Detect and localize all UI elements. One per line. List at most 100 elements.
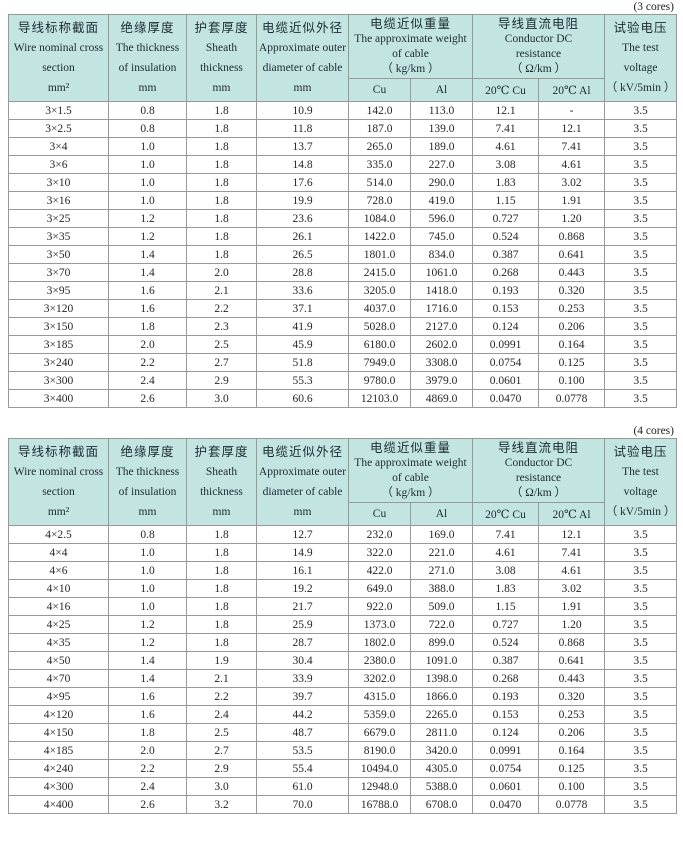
cable-spec-table-3cores: 导线标称截面 Wire nominal cross section mm² 绝缘…: [8, 14, 678, 408]
table-cell: 3.5: [604, 101, 678, 120]
table-cell: 1802.0: [348, 633, 411, 652]
table-cell: 70.0: [256, 795, 349, 814]
table-cell: 3×4: [8, 137, 109, 156]
table-row: 3×70 1.4 2.0 28.8 2415.0 1061.0 0.268 0.443 3.5: [8, 263, 678, 282]
table-cell: 3.02: [537, 173, 606, 192]
table-cell: 0.868: [537, 227, 606, 246]
header-text-en: The thickness: [115, 42, 180, 54]
subheader-weight-al: Al: [410, 502, 473, 526]
table-row: 4×240 2.2 2.9 55.4 10494.0 4305.0 0.0754 0.125 3…: [8, 759, 678, 778]
table-cell: 6180.0: [348, 335, 411, 354]
table-cell: 2.4: [186, 705, 257, 724]
table-cell: 4×10: [8, 579, 109, 598]
table-row: 4×25 1.2 1.8 25.9 1373.0 722.0 0.727 1.20 3.5: [8, 615, 678, 634]
table-cell: 3×2.5: [8, 119, 109, 138]
table-cell: 3.5: [604, 561, 678, 580]
table-cell: 3979.0: [410, 371, 473, 390]
cable-table-section-4cores: (4 cores) 导线标称截面 Wire nominal cross sect…: [8, 425, 678, 814]
header-text-zh: 电缆近似外径: [261, 21, 343, 35]
table-cell: 1.8: [186, 101, 257, 120]
table-cell: 509.0: [410, 597, 473, 616]
table-cell: 3.5: [604, 651, 678, 670]
table-cell: 0.320: [537, 281, 606, 300]
table-cell: 3×400: [8, 389, 109, 408]
table-cell: 1.0: [108, 579, 187, 598]
table-cell: 3.5: [604, 633, 678, 652]
header-test-voltage: 试验电压 The test voltage （ kV/5min ）: [604, 14, 678, 102]
header-text-en: thickness: [200, 62, 243, 74]
table-cell: 3.5: [604, 759, 678, 778]
table-cell: 0.524: [472, 227, 539, 246]
header-text-unit: mm: [212, 506, 231, 518]
table-cell: 1.0: [108, 191, 187, 210]
table-row: 3×2.5 0.8 1.8 11.8 187.0 139.0 7.41 12.1 3.5: [8, 119, 678, 138]
table-cell: 0.443: [537, 669, 606, 688]
table-cell: 33.9: [256, 669, 349, 688]
table-cell: 0.206: [537, 317, 606, 336]
table-cell: 1.6: [108, 281, 187, 300]
header-text-en: of cable: [392, 471, 429, 484]
table-cell: 3.5: [604, 389, 678, 408]
table-cell: 1.4: [108, 651, 187, 670]
header-text-unit: mm²: [47, 82, 70, 94]
table-cell: 3×35: [8, 227, 109, 246]
table-cell: 1.8: [186, 633, 257, 652]
table-cell: 142.0: [348, 101, 411, 120]
table-cell: 0.253: [537, 705, 606, 724]
header-text-unit: mm: [138, 82, 157, 94]
table-cell: 3.5: [604, 191, 678, 210]
table-cell: 0.125: [537, 759, 606, 778]
header-text-unit: （ kg/km ）: [381, 62, 440, 75]
table-cell: 2.4: [108, 777, 187, 796]
header-text-unit: mm: [293, 82, 312, 94]
table-cell: 23.6: [256, 209, 349, 228]
table-cell: 7949.0: [348, 353, 411, 372]
table-cell: 0.206: [537, 723, 606, 742]
table-cell: 1.6: [108, 705, 187, 724]
table-cell: 0.0991: [472, 335, 539, 354]
header-text-en: diameter of cable: [262, 486, 343, 498]
table-cell: 1.8: [186, 209, 257, 228]
table-cell: 3420.0: [410, 741, 473, 760]
header-text-en: The approximate weight: [354, 456, 467, 469]
table-cell: 922.0: [348, 597, 411, 616]
table-cell: 55.3: [256, 371, 349, 390]
header-outer-diameter: 电缆近似外径 Approximate outer diameter of cab…: [256, 14, 349, 102]
table-cell: 3.5: [604, 669, 678, 688]
table-cell: 0.153: [472, 705, 539, 724]
table-cell: 16788.0: [348, 795, 411, 814]
table-cell: 16.1: [256, 561, 349, 580]
table-cell: 1091.0: [410, 651, 473, 670]
table-cell: 0.727: [472, 615, 539, 634]
table-row: 3×10 1.0 1.8 17.6 514.0 290.0 1.83 3.02 3.5: [8, 173, 678, 192]
table-cell: 2.0: [186, 263, 257, 282]
table-cell: 3×240: [8, 353, 109, 372]
subheader-weight-cu: Cu: [348, 502, 411, 526]
table-cell: 0.0470: [472, 389, 539, 408]
table-cell: 1061.0: [410, 263, 473, 282]
table-cell: 1.83: [472, 173, 539, 192]
table-cell: 44.2: [256, 705, 349, 724]
table-cell: 3.5: [604, 281, 678, 300]
table-cell: 2.4: [108, 371, 187, 390]
table-cell: 1.8: [186, 543, 257, 562]
header-text-unit: mm: [138, 506, 157, 518]
header-text-zh: 导线直流电阻: [498, 440, 580, 455]
table-cell: 1.15: [472, 191, 539, 210]
table-cell: 1.0: [108, 173, 187, 192]
table-cell: 0.0778: [537, 389, 606, 408]
subheader-resistance-cu: 20℃ Cu: [472, 78, 539, 102]
header-sheath-thickness: 护套厚度 Sheath thickness mm: [186, 14, 257, 102]
table-cell: 1.4: [108, 263, 187, 282]
table-cell: 0.125: [537, 353, 606, 372]
table-cell: 3×95: [8, 281, 109, 300]
table-cell: 232.0: [348, 525, 411, 544]
table-cell: 1373.0: [348, 615, 411, 634]
table-cell: 4×35: [8, 633, 109, 652]
table-cell: 2.2: [108, 353, 187, 372]
table-cell: 3.5: [604, 777, 678, 796]
table-cell: 834.0: [410, 245, 473, 264]
table-cell: 1.9: [186, 651, 257, 670]
table-cell: 13.7: [256, 137, 349, 156]
table-cell: 7.41: [537, 543, 606, 562]
